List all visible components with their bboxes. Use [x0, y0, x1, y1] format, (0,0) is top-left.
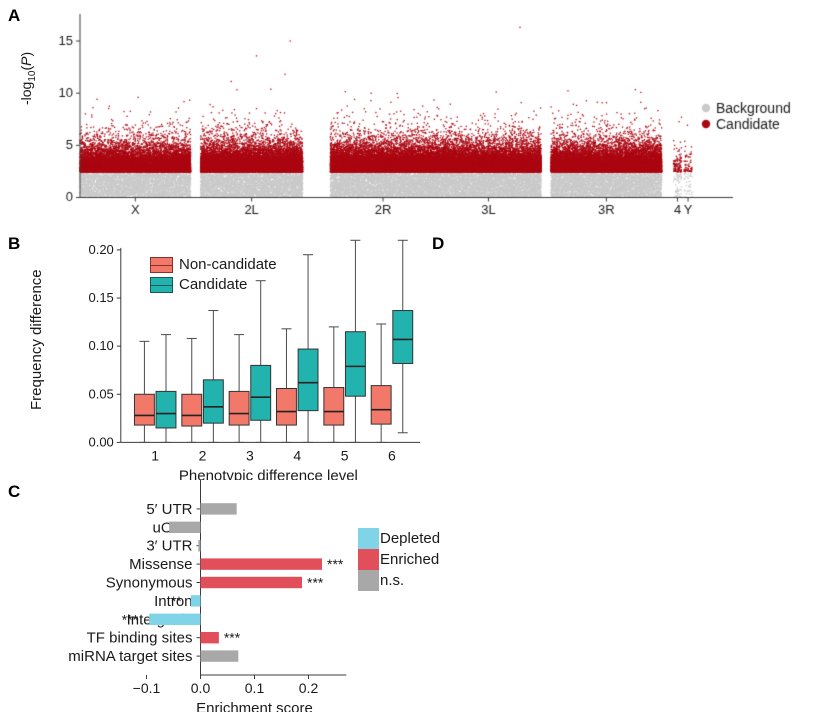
svg-text:Missense: Missense	[129, 556, 192, 573]
svg-text:***: ***	[224, 630, 241, 646]
svg-text:0.00: 0.00	[88, 434, 113, 449]
svg-text:***: ***	[327, 556, 344, 572]
svg-text:4: 4	[293, 447, 301, 463]
svg-text:0.05: 0.05	[88, 386, 113, 401]
svg-text:***: ***	[307, 575, 324, 591]
svg-text:1: 1	[151, 447, 159, 463]
svg-text:2: 2	[199, 447, 207, 463]
svg-text:0.2: 0.2	[299, 680, 319, 696]
svg-text:0.1: 0.1	[245, 680, 265, 696]
svg-text:5′ UTR: 5′ UTR	[146, 501, 192, 518]
svg-text:0.0: 0.0	[191, 680, 211, 696]
svg-text:Enrichment score: Enrichment score	[196, 700, 313, 712]
svg-text:miRNA target sites: miRNA target sites	[68, 648, 192, 665]
svg-text:3′ UTR: 3′ UTR	[146, 538, 192, 555]
svg-text:5: 5	[341, 447, 349, 463]
svg-text:TF binding sites: TF binding sites	[87, 630, 193, 647]
svg-text:***: ***	[122, 611, 139, 627]
svg-text:0.10: 0.10	[88, 338, 113, 353]
svg-text:0.20: 0.20	[88, 242, 113, 257]
svg-text:**: **	[171, 593, 182, 609]
svg-text:Phenotypic difference level: Phenotypic difference level	[179, 467, 358, 480]
svg-text:6: 6	[388, 447, 396, 463]
svg-text:−0.1: −0.1	[133, 680, 161, 696]
svg-text:Synonymous: Synonymous	[106, 575, 193, 592]
svg-text:3: 3	[246, 447, 254, 463]
svg-text:0.15: 0.15	[88, 290, 113, 305]
